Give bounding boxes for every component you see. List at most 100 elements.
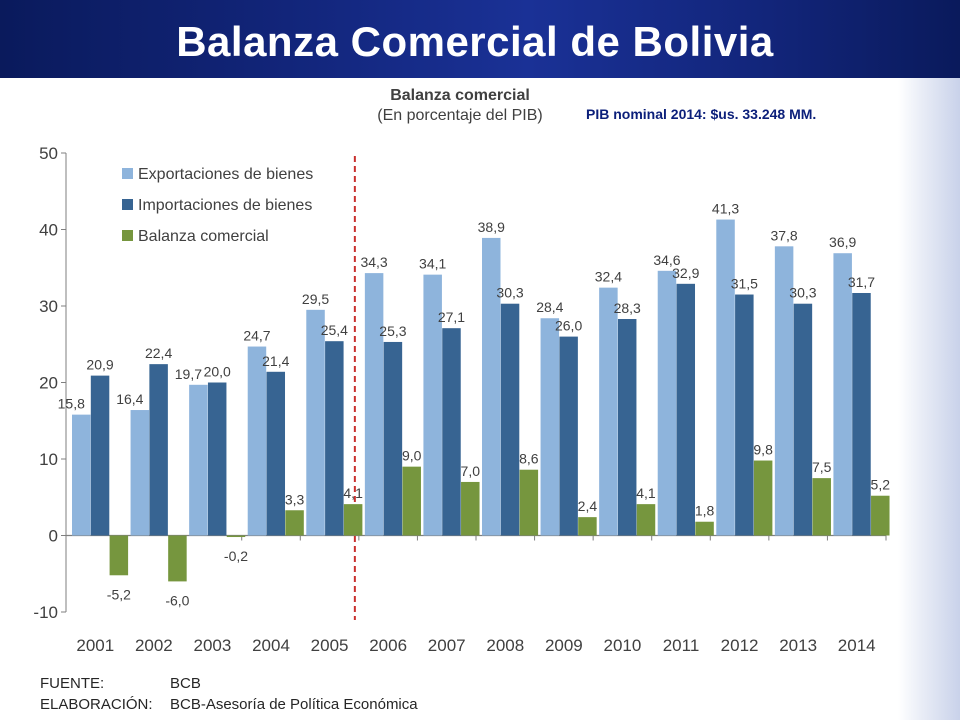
data-label: 36,9 (829, 234, 856, 250)
data-label: 22,4 (145, 345, 172, 361)
x-tick-label: 2014 (838, 636, 876, 655)
chart-area: Balanza comercial (En porcentaje del PIB… (0, 78, 960, 720)
bar-balance (402, 466, 421, 536)
data-label: 28,3 (614, 300, 641, 316)
chart-data-labels: 15,8 20,9 -5,2 16,4 22,4 -6,0 19,7 20,0 -0,2 24,7… (58, 201, 891, 609)
data-label: 7,5 (812, 459, 832, 475)
side-decoration (898, 78, 960, 720)
data-label: 34,6 (653, 252, 680, 268)
bar-exports (833, 253, 852, 536)
data-label: 20,9 (86, 357, 113, 373)
y-tick-label: 10 (39, 450, 58, 469)
bar-exports (364, 273, 384, 536)
bar-balance (695, 521, 714, 536)
source-value: BCB (170, 675, 201, 692)
bar-exports (540, 318, 560, 536)
data-label: 41,3 (712, 201, 739, 217)
bar-imports (266, 371, 286, 536)
slide-header: Balanza Comercial de Bolivia (0, 0, 960, 78)
x-tick-label: 2001 (76, 636, 114, 655)
bar-exports (72, 414, 91, 536)
bar-exports (599, 287, 618, 536)
bar-imports (383, 341, 403, 536)
legend-label: Importaciones de bienes (138, 197, 312, 214)
data-label: 19,7 (175, 366, 202, 382)
bar-balance (343, 504, 363, 536)
elaboration-value: BCB-Asesoría de Política Económica (170, 696, 418, 713)
data-label: 32,4 (595, 269, 622, 285)
data-label: 29,5 (302, 291, 329, 307)
source-label: FUENTE: (40, 675, 105, 692)
bar-exports (716, 219, 735, 536)
pib-note: PIB nominal 2014: $us. 33.248 MM. (586, 106, 817, 122)
y-tick-label: -10 (33, 603, 58, 622)
bar-exports (189, 384, 208, 536)
data-label: 2,4 (578, 498, 598, 514)
legend-label: Balanza comercial (138, 228, 269, 245)
bar-balance (636, 504, 656, 536)
data-label: 4,1 (343, 485, 363, 501)
bar-imports (617, 319, 637, 536)
chart-subtitle: (En porcentaje del PIB) (377, 107, 543, 124)
bar-exports (247, 346, 267, 536)
bar-balance (871, 495, 890, 536)
bar-exports (482, 237, 501, 536)
data-label: -0,2 (224, 548, 248, 564)
chart-title: Balanza comercial (390, 87, 530, 104)
x-tick-label: 2007 (428, 636, 466, 655)
data-label: 9,8 (753, 442, 773, 458)
bar-imports (676, 283, 696, 536)
x-tick-label: 2009 (545, 636, 583, 655)
chart-legend: Exportaciones de bienes Importaciones de … (122, 166, 313, 245)
x-tick-label: 2012 (721, 636, 759, 655)
x-tick-label: 2003 (194, 636, 232, 655)
data-label: 8,6 (519, 451, 539, 467)
bar-imports (735, 294, 754, 536)
y-tick-label: 50 (39, 144, 58, 163)
data-label: 30,3 (789, 285, 816, 301)
data-label: 5,2 (871, 477, 891, 493)
bar-imports (149, 364, 168, 536)
x-tick-label: 2008 (486, 636, 524, 655)
bar-balance (578, 517, 597, 536)
x-tick-label: 2013 (779, 636, 817, 655)
bar-balance (168, 535, 187, 582)
slide-title: Balanza Comercial de Bolivia (176, 18, 774, 65)
data-label: 1,8 (695, 503, 715, 519)
bar-imports (852, 292, 871, 536)
bar-imports (442, 328, 461, 536)
data-label: 25,4 (321, 322, 348, 338)
bar-balance (461, 481, 480, 536)
bar-imports (207, 382, 227, 536)
bar-exports (774, 246, 794, 536)
data-label: 34,3 (360, 254, 387, 270)
bar-imports (90, 375, 110, 536)
data-label: 4,1 (636, 485, 656, 501)
data-label: 26,0 (555, 318, 582, 334)
legend-swatch (122, 230, 133, 241)
data-label: 32,9 (672, 265, 699, 281)
data-label: 37,8 (770, 227, 797, 243)
data-label: 24,7 (243, 328, 270, 344)
x-tick-label: 2002 (135, 636, 173, 655)
data-label: 9,0 (402, 448, 422, 464)
y-tick-label: 30 (39, 297, 58, 316)
data-label: 27,1 (438, 309, 465, 325)
chart-bars (72, 219, 890, 582)
data-label: 31,5 (731, 276, 758, 292)
bar-imports (500, 303, 520, 536)
data-label: 16,4 (116, 391, 143, 407)
bar-balance (753, 460, 773, 536)
y-tick-label: 0 (49, 527, 58, 546)
x-tick-label: 2006 (369, 636, 407, 655)
bar-exports (306, 309, 325, 536)
bar-balance (285, 510, 304, 536)
chart-footer: FUENTE: BCB ELABORACIÓN: BCB-Asesoría de… (40, 673, 418, 715)
x-tick-label: 2011 (663, 636, 700, 655)
data-label: 34,1 (419, 256, 446, 272)
bar-imports (325, 341, 344, 536)
y-tick-label: 40 (39, 221, 58, 240)
y-tick-label: 20 (39, 374, 58, 393)
